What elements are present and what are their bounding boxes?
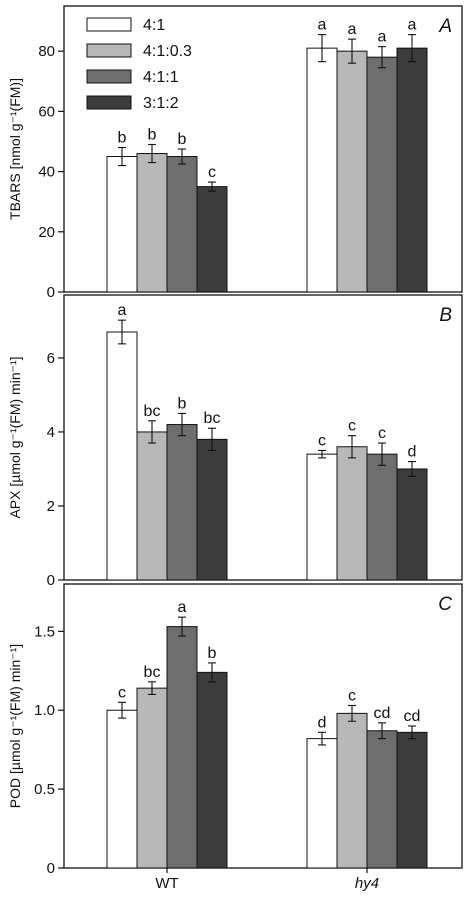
significance-letter: a — [348, 21, 357, 38]
significance-letter: a — [118, 302, 127, 319]
bar — [106, 331, 138, 581]
bar — [366, 453, 398, 581]
y-tick-label: 6 — [47, 350, 55, 367]
y-axis-label: APX [µmol g⁻¹(FM) min⁻¹] — [7, 356, 23, 518]
bar — [306, 738, 338, 869]
y-tick-label: 0 — [47, 572, 55, 589]
bar — [306, 453, 338, 581]
significance-letter: c — [348, 418, 356, 435]
significance-letter: a — [408, 17, 417, 34]
significance-letter: bc — [204, 410, 221, 427]
significance-letter: b — [178, 395, 187, 412]
y-tick-label: 0 — [47, 284, 55, 301]
significance-letter: cd — [374, 705, 391, 722]
significance-letter: d — [408, 444, 417, 461]
bar — [396, 468, 428, 581]
bar — [196, 671, 228, 869]
significance-letter: b — [148, 126, 157, 143]
panel-label: C — [438, 594, 452, 615]
y-tick-label: 2 — [47, 498, 55, 515]
x-tick-label: hy4 — [355, 875, 379, 892]
significance-letter: c — [118, 684, 126, 701]
panel-label: B — [439, 305, 452, 326]
panel-label: A — [438, 16, 452, 37]
bar — [136, 153, 168, 293]
significance-letter: cd — [404, 708, 421, 725]
y-axis-label: POD [µmol g⁻¹(FM) min⁻¹] — [7, 644, 23, 808]
significance-letter: bc — [144, 403, 161, 420]
legend-label: 4:1:0.3 — [143, 43, 192, 60]
legend-swatch — [86, 69, 132, 84]
y-tick-label: 1.0 — [34, 702, 55, 719]
significance-letter: a — [318, 17, 327, 34]
bar — [306, 47, 338, 293]
bar — [396, 731, 428, 869]
significance-letter: a — [378, 29, 387, 46]
significance-letter: c — [378, 425, 386, 442]
bar — [166, 156, 198, 293]
significance-letter: b — [178, 131, 187, 148]
x-tick-label: WT — [155, 875, 178, 892]
significance-letter: b — [208, 645, 217, 662]
y-tick-label: 40 — [38, 164, 55, 181]
bar — [196, 186, 228, 293]
significance-letter: b — [118, 129, 127, 146]
bar — [396, 47, 428, 293]
significance-letter: c — [208, 164, 216, 181]
bar — [136, 687, 168, 869]
bar — [106, 156, 138, 293]
legend-swatch — [86, 43, 132, 58]
significance-letter: a — [178, 599, 187, 616]
significance-letter: c — [318, 432, 326, 449]
legend-label: 3:1:2 — [143, 95, 179, 112]
bar — [336, 50, 368, 293]
panel-frame — [63, 583, 463, 869]
bar — [366, 56, 398, 293]
y-tick-label: 0 — [47, 860, 55, 877]
y-tick-label: 4 — [47, 424, 55, 441]
panel-frame — [63, 294, 463, 581]
significance-letter: bc — [144, 664, 161, 681]
legend-swatch — [86, 17, 132, 32]
bar — [166, 626, 198, 869]
significance-letter: d — [318, 714, 327, 731]
y-tick-label: 80 — [38, 43, 55, 60]
bar — [336, 712, 368, 869]
bar — [166, 424, 198, 581]
bar — [136, 431, 168, 581]
y-tick-label: 20 — [38, 224, 55, 241]
legend-label: 4:1:1 — [143, 69, 179, 86]
bar — [336, 446, 368, 581]
bar — [196, 438, 228, 581]
bar — [366, 730, 398, 869]
legend-swatch — [86, 95, 132, 110]
significance-letter: c — [348, 687, 356, 704]
y-tick-label: 60 — [38, 103, 55, 120]
y-tick-label: 0.5 — [34, 781, 55, 798]
panel-frame — [63, 5, 463, 293]
legend-label: 4:1 — [143, 17, 165, 34]
y-axis-label: TBARS [nmol g⁻¹(FM)] — [7, 78, 23, 220]
y-tick-label: 1.5 — [34, 623, 55, 640]
bar — [106, 709, 138, 869]
